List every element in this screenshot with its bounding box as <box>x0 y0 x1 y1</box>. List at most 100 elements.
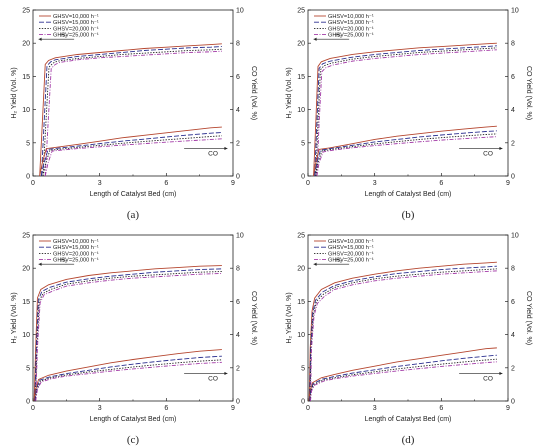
x-tick-label: 6 <box>439 405 443 412</box>
y-left-tick-label: 5 <box>301 140 305 147</box>
x-tick-label: 3 <box>373 405 377 412</box>
y-left-tick-label: 0 <box>26 174 30 181</box>
x-tick-label: 6 <box>164 405 168 412</box>
y-right-tick-label: 4 <box>236 332 240 339</box>
series-line-h2-2 <box>314 45 497 177</box>
series-line-co-2 <box>309 354 497 402</box>
series-line-co-2 <box>34 355 222 402</box>
legend-entry-2: GHSV=15,000 h⁻¹ <box>53 20 99 26</box>
legend-entry-1: GHSV=10,000 h⁻¹ <box>328 14 374 20</box>
y-right-tick-label: 6 <box>511 74 515 81</box>
y-left-tick-label: 25 <box>22 8 30 15</box>
series-line-co-1 <box>33 349 222 402</box>
series-line-h2-3 <box>309 268 497 402</box>
series-line-h2-1 <box>308 261 497 402</box>
legend-entry-3: GHSV=20,000 h⁻¹ <box>328 251 374 257</box>
x-axis-label: Length of Catalyst Bed (cm) <box>90 416 177 423</box>
y-right-axis-label: CO Yield (Vol. %) <box>525 291 532 345</box>
y-right-tick-label: 4 <box>236 107 240 114</box>
x-tick-label: 9 <box>231 405 235 412</box>
y-right-tick-label: 4 <box>511 107 515 114</box>
x-axis-label: Length of Catalyst Bed (cm) <box>365 416 452 423</box>
y-left-tick-label: 15 <box>297 299 305 306</box>
x-tick-label: 9 <box>506 180 510 187</box>
series-line-co-3 <box>309 358 497 402</box>
series-line-co-4 <box>44 138 222 177</box>
series-line-co-2 <box>314 130 497 177</box>
co-arrowhead <box>224 146 228 151</box>
series-line-h2-3 <box>315 47 497 177</box>
y-left-tick-label: 5 <box>301 365 305 372</box>
y-right-tick-label: 0 <box>511 174 515 181</box>
y-left-tick-label: 5 <box>26 365 30 372</box>
h2-annotation: H₂ <box>60 257 68 264</box>
co-annotation: CO <box>483 150 493 157</box>
series-line-h2-2 <box>309 265 497 402</box>
y-right-tick-label: 4 <box>511 332 515 339</box>
co-arrowhead <box>499 371 503 376</box>
series-line-h2-1 <box>33 265 222 402</box>
y-right-axis-label: CO Yield (Vol. %) <box>250 66 257 120</box>
y-right-tick-label: 2 <box>511 365 515 372</box>
legend-entry-4: GHSV=25,000 h⁻¹ <box>328 258 374 264</box>
series-line-h2-1 <box>39 43 222 177</box>
y-right-tick-label: 10 <box>511 8 519 15</box>
y-left-tick-label: 0 <box>301 399 305 406</box>
y-right-tick-label: 8 <box>511 41 515 48</box>
series-line-co-1 <box>39 126 222 177</box>
series-line-co-4 <box>316 136 497 177</box>
y-left-tick-label: 25 <box>297 8 305 15</box>
series-line-h2-3 <box>34 271 222 402</box>
y-left-tick-label: 0 <box>301 174 305 181</box>
y-left-tick-label: 10 <box>297 332 305 339</box>
panel-label: (b) <box>402 209 415 221</box>
x-tick-label: 9 <box>506 405 510 412</box>
y-left-tick-label: 15 <box>22 299 30 306</box>
y-left-tick-label: 10 <box>297 107 305 114</box>
y-right-axis-label: CO Yield (Vol. %) <box>250 291 257 345</box>
x-tick-label: 6 <box>439 180 443 187</box>
x-axis-label: Length of Catalyst Bed (cm) <box>90 191 177 198</box>
legend-entry-3: GHSV=20,000 h⁻¹ <box>53 251 99 257</box>
h2-arrowhead <box>38 37 42 41</box>
legend-entry-2: GHSV=15,000 h⁻¹ <box>53 245 99 251</box>
y-right-tick-label: 2 <box>236 140 240 147</box>
y-left-tick-label: 20 <box>22 41 30 48</box>
y-left-tick-label: 10 <box>22 107 30 114</box>
co-arrowhead <box>224 371 228 376</box>
y-left-tick-label: 0 <box>26 399 30 406</box>
series-line-h2-4 <box>35 273 222 402</box>
legend-entry-4: GHSV=25,000 h⁻¹ <box>53 33 99 39</box>
x-tick-label: 0 <box>31 180 35 187</box>
y-right-tick-label: 6 <box>511 299 515 306</box>
y-right-tick-label: 10 <box>511 233 519 240</box>
series-line-co-3 <box>42 135 222 177</box>
y-left-tick-label: 10 <box>22 332 30 339</box>
y-right-tick-label: 0 <box>511 399 515 406</box>
y-left-tick-label: 20 <box>297 41 305 48</box>
legend-entry-4: GHSV=25,000 h⁻¹ <box>328 33 374 39</box>
series-line-h2-4 <box>44 50 222 177</box>
x-tick-label: 6 <box>164 180 168 187</box>
x-tick-label: 3 <box>98 180 102 187</box>
y-right-tick-label: 8 <box>236 41 240 48</box>
series-line-co-4 <box>309 361 497 402</box>
legend-entry-4: GHSV=25,000 h⁻¹ <box>53 258 99 264</box>
y-right-tick-label: 0 <box>236 174 240 181</box>
h2-annotation: H₂ <box>60 32 68 39</box>
series-line-h2-4 <box>316 49 497 177</box>
y-left-tick-label: 20 <box>297 266 305 273</box>
legend-entry-3: GHSV=20,000 h⁻¹ <box>328 26 374 32</box>
series-line-co-3 <box>34 359 222 402</box>
legend-entry-1: GHSV=10,000 h⁻¹ <box>53 239 99 245</box>
series-line-co-2 <box>40 132 222 177</box>
co-arrowhead <box>499 146 503 151</box>
series-line-h2-3 <box>42 48 222 177</box>
y-left-axis-label: H₂ Yield (Vol. %) <box>286 292 293 343</box>
panel-label: (a) <box>127 209 140 221</box>
x-axis-label: Length of Catalyst Bed (cm) <box>365 191 452 198</box>
